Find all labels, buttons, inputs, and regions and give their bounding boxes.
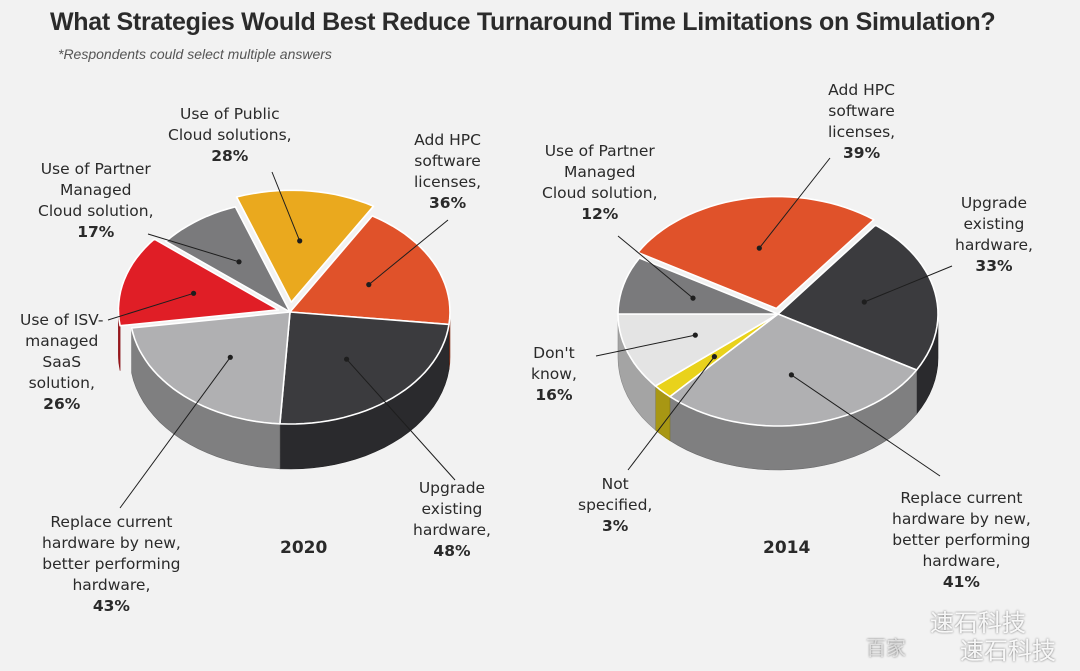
chart-title: What Strategies Would Best Reduce Turnar…: [50, 8, 996, 36]
leader-dot-2014-hpc_licenses: [756, 245, 762, 251]
label-2020-partner-cloud: Use of Partner Managed Cloud solution, 17…: [38, 160, 154, 241]
pie-slice-upgrade_hardware: [279, 311, 450, 425]
leader-dot-2020-upgrade_hardware: [344, 356, 350, 362]
label-2020-isv-saas: Use of ISV- managed SaaS solution, 26%: [20, 311, 104, 413]
watermark-line1: 速石科技: [930, 609, 1026, 637]
watermark-line2: 速石科技: [960, 637, 1056, 665]
leader-line-2020-replace_hardware: [119, 357, 231, 509]
leader-line-2020-isv_saas: [107, 292, 194, 321]
leader-line-2014-replace_hardware: [791, 374, 941, 477]
chart-subtitle: *Respondents could select multiple answe…: [58, 46, 332, 62]
label-2020-upgrade-hardware: Upgrade existing hardware, 48%: [413, 479, 491, 560]
pie-slice-public_cloud: [235, 189, 375, 303]
leader-line-2014-dont_know: [595, 334, 696, 357]
pie-slice-not_specified: [654, 313, 779, 398]
leader-line-2014-hpc_licenses: [758, 157, 831, 249]
leader-line-2020-upgrade_hardware: [346, 358, 456, 481]
leader-dot-2014-dont_know: [692, 332, 698, 338]
label-2014-dont-know: Don't know, 16%: [531, 344, 577, 404]
leader-dot-2014-not_specified: [711, 354, 718, 360]
pie-slice-upgrade_hardware: [777, 224, 939, 371]
leader-dot-2020-partner_cloud: [236, 259, 242, 265]
pie-slice-partner_cloud: [617, 257, 779, 315]
leader-dot-2020-public_cloud: [297, 238, 303, 244]
leader-line-2014-upgrade_hardware: [864, 265, 953, 303]
label-2014-upgrade-hardware: Upgrade existing hardware, 33%: [955, 194, 1033, 275]
label-2020-public-cloud: Use of Public Cloud solutions, 28%: [168, 105, 292, 165]
pie-slice-hpc_licenses: [289, 215, 451, 326]
leader-line-2014-partner_cloud: [617, 235, 694, 299]
label-2014-hpc-licenses: Add HPC software licenses, 39%: [828, 81, 896, 162]
pie-2020: [117, 189, 451, 470]
leader-dot-2014-partner_cloud: [690, 295, 696, 301]
leader-line-2020-partner_cloud: [147, 233, 240, 263]
leader-dot-2020-replace_hardware: [227, 354, 233, 360]
label-2014-not-specified: Not specified, 3%: [578, 475, 653, 535]
year-label-2020: 2020: [280, 538, 328, 558]
leader-line-2020-hpc_licenses: [368, 219, 449, 285]
label-2020-hpc-licenses: Add HPC software licenses, 36%: [414, 131, 482, 212]
leader-dot-2014-replace_hardware: [788, 372, 795, 378]
label-2014-partner-cloud: Use of Partner Managed Cloud solution, 12…: [542, 142, 658, 223]
leader-dot-2020-hpc_licenses: [366, 282, 372, 288]
leader-line-2020-public_cloud: [271, 171, 301, 242]
label-2020-replace-hardware: Replace current hardware by new, better …: [42, 513, 181, 615]
watermark-line2-prefix: 百家: [866, 636, 906, 660]
pie-slice-partner_cloud: [165, 206, 291, 313]
year-label-2014: 2014: [763, 538, 811, 558]
leader-lines: [107, 157, 953, 509]
leader-line-2014-not_specified: [627, 356, 715, 471]
leader-dot-2014-upgrade_hardware: [861, 299, 867, 305]
pie-slice-dont_know: [617, 313, 779, 387]
leader-dot-2020-isv_saas: [191, 290, 197, 296]
pie-slice-replace_hardware: [669, 313, 918, 427]
pie-slice-hpc_licenses: [637, 195, 875, 310]
label-2014-replace-hardware: Replace current hardware by new, better …: [892, 489, 1031, 591]
pie-slice-replace_hardware: [130, 311, 291, 425]
pie-2014: [617, 195, 939, 471]
